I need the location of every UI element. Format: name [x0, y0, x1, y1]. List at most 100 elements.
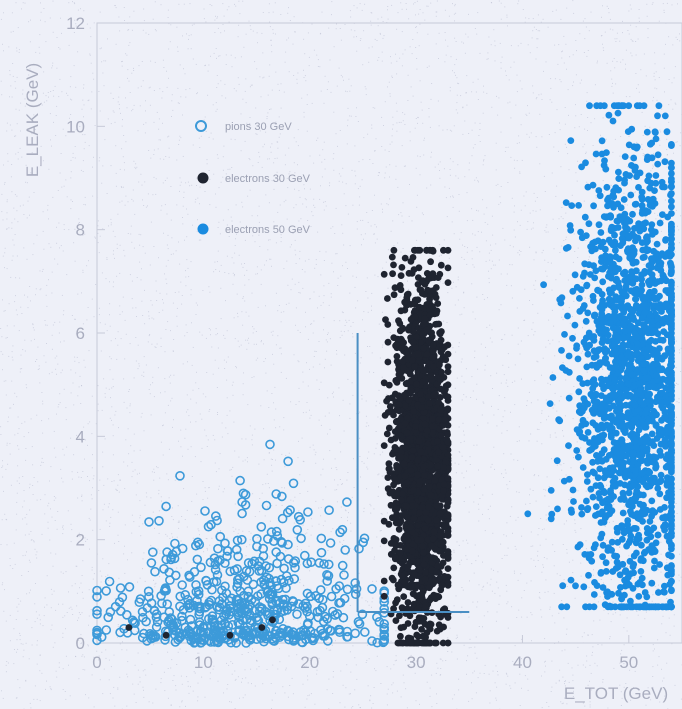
data-point: [359, 533, 370, 544]
data-point: [175, 470, 185, 481]
data-point: [404, 514, 411, 522]
data-point: [668, 251, 675, 258]
data-point: [392, 617, 400, 624]
data-point: [437, 261, 445, 269]
data-point: [439, 538, 447, 546]
data-point: [398, 325, 406, 333]
data-point: [395, 525, 403, 533]
data-point: [609, 117, 617, 125]
data-point: [626, 526, 633, 533]
data-point: [393, 379, 401, 386]
data-point: [441, 410, 449, 418]
data-point: [546, 400, 554, 407]
data-point: [92, 585, 102, 596]
data-point: [435, 416, 443, 423]
data-point: [604, 546, 612, 554]
data-point: [654, 603, 662, 611]
data-point: [391, 390, 399, 398]
data-point: [401, 579, 409, 586]
data-point: [144, 517, 154, 527]
legend-marker-electrons-50: [197, 223, 209, 235]
data-point: [422, 602, 429, 610]
data-point: [444, 565, 452, 572]
data-point: [203, 521, 214, 532]
data-point: [177, 611, 187, 622]
data-point: [575, 388, 583, 396]
data-point: [302, 588, 313, 599]
data-point: [288, 596, 299, 607]
data-point: [306, 557, 317, 568]
data-point: [580, 338, 588, 346]
data-point: [628, 269, 636, 277]
data-point: [416, 478, 424, 486]
data-point: [372, 637, 383, 648]
legend-marker-electrons-30: [197, 172, 209, 184]
data-point: [157, 598, 167, 609]
data-point: [573, 283, 581, 291]
data-point: [444, 511, 452, 519]
data-point: [597, 102, 604, 110]
data-point: [582, 317, 590, 325]
data-point: [384, 321, 392, 328]
data-point: [645, 417, 652, 425]
data-point: [433, 627, 441, 635]
data-point: [668, 529, 675, 537]
data-point: [419, 378, 427, 386]
data-point: [414, 350, 422, 358]
data-point: [235, 586, 245, 597]
data-point: [367, 584, 377, 594]
data-point: [640, 360, 648, 368]
data-point: [271, 576, 282, 586]
data-point: [633, 143, 641, 151]
data-point: [424, 516, 432, 524]
data-point: [432, 639, 440, 647]
data-point: [271, 489, 282, 499]
data-point: [254, 566, 265, 576]
data-point: [614, 563, 622, 571]
data-point: [612, 184, 620, 192]
data-point: [657, 428, 665, 436]
y-tick-label: 12: [66, 14, 85, 33]
data-point: [397, 542, 404, 549]
y-axis: 0 2 4 6 8 10 12: [66, 14, 105, 653]
data-point: [410, 486, 417, 494]
data-point: [594, 474, 602, 482]
data-point: [568, 202, 576, 210]
data-point: [400, 593, 408, 600]
data-point: [600, 474, 608, 482]
data-point: [600, 161, 608, 169]
data-point: [578, 510, 586, 518]
data-point: [414, 281, 422, 288]
data-point: [374, 616, 385, 627]
data-point: [414, 605, 422, 613]
data-point: [411, 246, 419, 254]
data-point: [621, 392, 629, 400]
data-point: [615, 265, 622, 273]
data-point: [395, 317, 402, 325]
data-point: [668, 419, 675, 427]
data-point: [298, 601, 309, 611]
data-point: [401, 402, 409, 410]
data-point: [401, 472, 409, 480]
data-point: [357, 609, 368, 620]
data-point: [589, 292, 597, 300]
data-point: [630, 457, 638, 465]
legend-label-electrons-30: electrons 30 GeV: [225, 173, 311, 185]
data-point: [605, 111, 613, 119]
data-point: [421, 525, 429, 532]
data-point: [590, 202, 597, 210]
data-point: [148, 547, 158, 558]
data-point: [610, 204, 617, 211]
data-point: [264, 589, 275, 600]
data-point: [592, 361, 600, 369]
data-point: [439, 639, 447, 647]
data-point: [415, 633, 422, 640]
data-point: [576, 295, 583, 302]
data-point: [411, 570, 418, 578]
data-point: [629, 482, 637, 489]
data-point: [388, 253, 396, 261]
data-point: [617, 465, 625, 472]
data-point: [660, 588, 667, 596]
data-point: [397, 632, 404, 640]
data-point: [428, 302, 436, 310]
